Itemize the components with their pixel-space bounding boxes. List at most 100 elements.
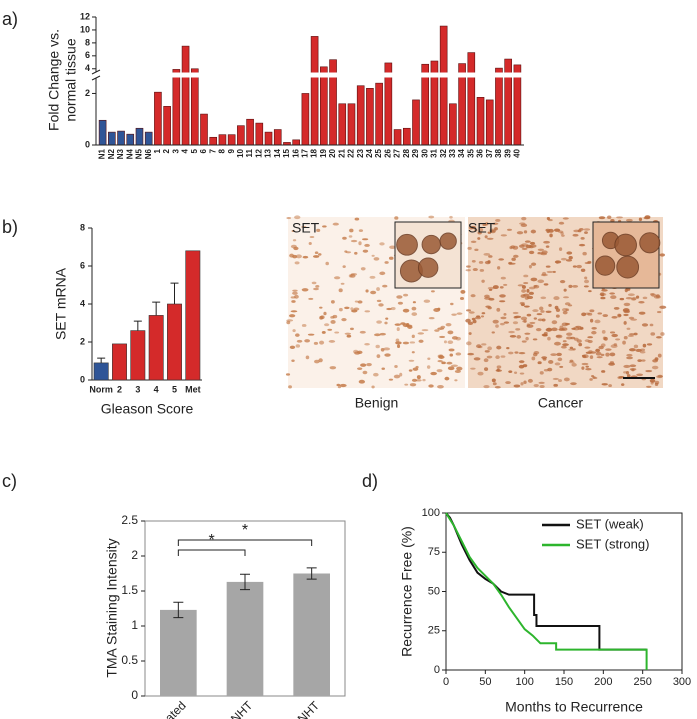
nucleus (558, 221, 565, 225)
x-tick-label: 26 (383, 148, 392, 157)
nucleus (561, 234, 565, 237)
nucleus (520, 294, 526, 298)
nucleus (589, 318, 594, 323)
nucleus (568, 284, 573, 288)
nucleus (554, 362, 561, 366)
bar (135, 127, 144, 146)
nucleus (518, 360, 525, 363)
nucleus (384, 353, 391, 357)
nucleus (477, 237, 481, 240)
nucleus (555, 314, 560, 318)
nucleus (537, 252, 541, 255)
nucleus (369, 275, 376, 279)
nucleus (573, 326, 580, 331)
bar (495, 67, 503, 146)
nucleus (626, 374, 631, 378)
bar (130, 330, 146, 381)
bar (293, 573, 330, 696)
nucleus (395, 338, 400, 343)
nucleus (540, 296, 547, 300)
nucleus (623, 313, 629, 317)
nucleus (592, 375, 596, 379)
nucleus (455, 352, 462, 356)
nucleus (311, 281, 317, 285)
nucleus (539, 306, 544, 311)
nucleus (483, 358, 489, 363)
nucleus (491, 378, 496, 383)
nucleus (370, 290, 377, 295)
nucleus (396, 295, 403, 299)
nucleus (569, 359, 574, 363)
nucleus (563, 288, 567, 292)
nucleus (403, 293, 409, 297)
nucleus (627, 293, 635, 297)
bar (264, 131, 273, 146)
nucleus (357, 367, 363, 371)
nucleus (294, 215, 301, 220)
bar (163, 106, 171, 146)
x-tick-label: N3 (116, 148, 125, 159)
nucleus (646, 385, 652, 388)
nucleus (569, 346, 574, 350)
y-tick-label: 2 (85, 88, 90, 98)
x-tick-label: 25 (374, 148, 383, 157)
nucleus (293, 246, 299, 251)
x-tick-label: 3 (171, 148, 180, 153)
nucleus (490, 230, 496, 234)
nucleus (581, 366, 585, 370)
nucleus (470, 225, 477, 230)
nucleus (516, 335, 522, 339)
nucleus (566, 251, 573, 255)
nucleus (321, 330, 326, 334)
nucleus (657, 353, 662, 358)
nucleus (629, 348, 636, 352)
nucleus (350, 307, 354, 311)
nucleus (565, 308, 570, 312)
nucleus (539, 384, 545, 389)
nucleus (481, 312, 486, 315)
nucleus (445, 323, 452, 327)
nucleus (546, 270, 554, 274)
nucleus (411, 306, 417, 311)
nucleus (373, 372, 379, 377)
nucleus (484, 235, 488, 239)
legend-label: SET (weak) (576, 516, 644, 531)
nucleus (621, 383, 625, 386)
survival-curve (445, 512, 647, 651)
bar (108, 131, 116, 146)
y-tick-label: 75 (428, 546, 440, 558)
axis-break (91, 69, 101, 81)
bar (439, 25, 448, 146)
nucleus (451, 364, 458, 368)
nucleus (467, 246, 472, 250)
nucleus (500, 322, 505, 326)
nucleus (354, 300, 359, 303)
nucleus (601, 383, 608, 386)
x-tick-label: 1-6m NHT (206, 698, 256, 719)
nucleus (548, 360, 554, 364)
nucleus (337, 386, 342, 389)
nucleus (408, 359, 415, 362)
nucleus (650, 292, 655, 296)
y-tick-label: 12 (80, 11, 90, 21)
nucleus (477, 371, 484, 376)
nucleus (533, 383, 539, 388)
nucleus (409, 383, 417, 387)
nucleus (496, 345, 502, 350)
y-tick-label: 2.5 (121, 513, 138, 527)
nucleus (394, 365, 398, 368)
x-tick-label: 37 (485, 148, 494, 157)
nucleus (596, 356, 603, 359)
nucleus (607, 215, 612, 219)
nucleus (478, 260, 484, 264)
nucleus (376, 354, 381, 359)
nucleus (468, 311, 475, 314)
nucleus (508, 370, 513, 373)
nucleus (400, 322, 406, 325)
nucleus (616, 216, 623, 219)
nucleus (468, 332, 472, 335)
nucleus (562, 311, 568, 315)
nucleus (583, 285, 589, 288)
nucleus (402, 308, 410, 313)
bar (338, 103, 347, 146)
